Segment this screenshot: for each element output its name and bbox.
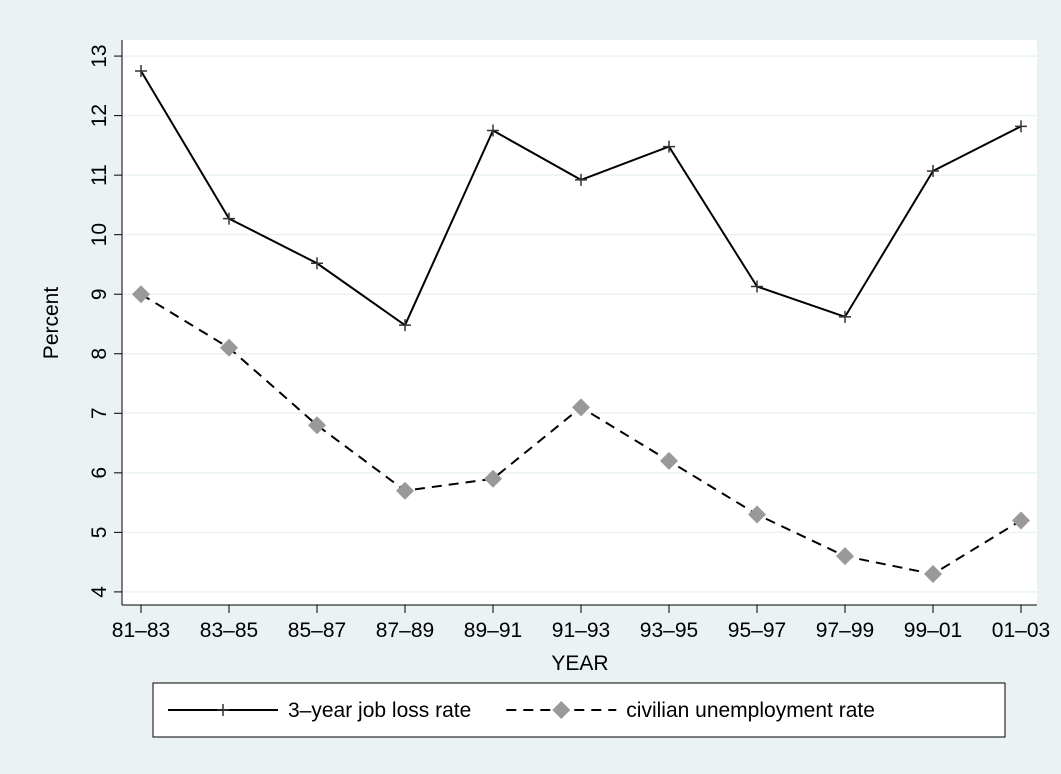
x-tick-label: 91–93 — [552, 619, 610, 642]
data-point — [927, 164, 939, 177]
x-tick-label: 81–83 — [112, 619, 170, 642]
data-point — [484, 469, 502, 488]
data-point — [836, 547, 854, 566]
data-point — [575, 173, 587, 186]
data-point — [924, 565, 942, 584]
x-axis-title: YEAR — [551, 652, 608, 675]
y-tick-label: 11 — [88, 164, 111, 186]
legend-marker — [552, 701, 571, 719]
y-tick-label: 13 — [88, 44, 111, 67]
legend-label: civilian unemployment rate — [626, 699, 875, 722]
y-tick-label: 7 — [88, 407, 111, 419]
y-tick-label: 5 — [88, 527, 111, 539]
data-point — [223, 212, 235, 225]
y-tick-label: 8 — [88, 348, 111, 360]
data-point — [132, 285, 150, 304]
x-tick-label: 01–03 — [992, 619, 1050, 642]
data-point — [1015, 120, 1027, 133]
x-tick-label: 85–87 — [288, 619, 346, 642]
x-tick-label: 95–97 — [728, 619, 786, 642]
data-point — [1012, 511, 1030, 530]
data-point — [487, 124, 499, 137]
data-point — [396, 481, 414, 500]
data-point — [311, 257, 323, 270]
data-point — [663, 140, 675, 153]
data-point — [308, 416, 326, 435]
x-tick-label: 83–85 — [200, 619, 258, 642]
x-tick-label: 93–95 — [640, 619, 698, 642]
legend-marker — [217, 704, 229, 716]
y-tick-label: 10 — [88, 223, 111, 246]
x-tick-label: 97–99 — [816, 619, 874, 642]
y-tick-label: 4 — [88, 586, 111, 598]
y-tick-label: 12 — [88, 104, 111, 127]
data-point — [660, 451, 678, 470]
data-point — [399, 319, 411, 332]
y-tick-label: 9 — [88, 288, 111, 300]
y-tick-label: 6 — [88, 467, 111, 479]
data-point — [220, 338, 238, 357]
x-tick-label: 87–89 — [376, 619, 434, 642]
data-point — [748, 505, 766, 524]
y-axis-title: Percent — [40, 287, 63, 360]
legend-label: 3–year job loss rate — [288, 699, 471, 722]
data-point — [839, 310, 851, 323]
x-tick-label: 89–91 — [464, 619, 522, 642]
plot-area — [122, 40, 1037, 605]
data-point — [135, 64, 147, 77]
x-tick-label: 99–01 — [904, 619, 962, 642]
data-point — [572, 398, 590, 417]
data-point — [751, 280, 763, 293]
